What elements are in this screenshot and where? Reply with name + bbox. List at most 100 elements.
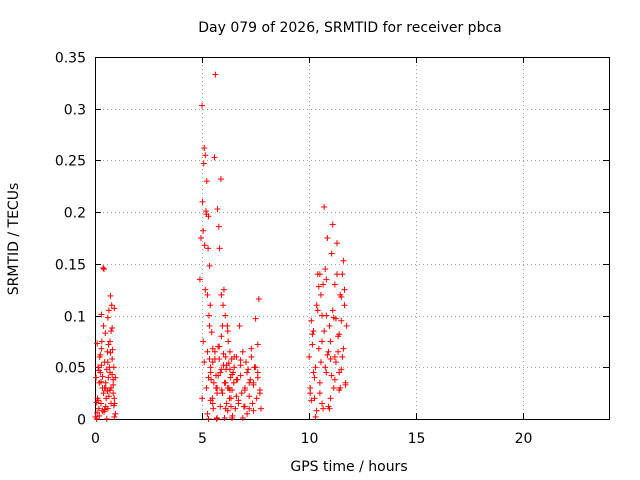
data-point [316, 271, 323, 278]
data-point [328, 372, 335, 379]
x-tick-label: 15 [408, 431, 426, 447]
data-point [199, 198, 206, 205]
data-point [98, 362, 105, 369]
data-point [326, 322, 333, 329]
chart-title: Day 079 of 2026, SRMTID for receiver pbc… [198, 20, 501, 36]
data-point [199, 102, 206, 109]
data-point [97, 351, 104, 358]
data-point [110, 402, 117, 409]
data-point [109, 346, 116, 353]
data-point [246, 379, 253, 386]
data-point [250, 407, 257, 414]
data-point [95, 405, 102, 412]
data-point [241, 387, 248, 394]
data-point [226, 387, 233, 394]
data-point [109, 356, 116, 363]
data-point [206, 322, 213, 329]
data-point [215, 372, 222, 379]
data-point [248, 345, 255, 352]
data-point [93, 374, 100, 381]
data-point [306, 353, 313, 360]
data-point [209, 359, 216, 366]
data-point [324, 351, 331, 358]
data-point [324, 235, 331, 241]
data-point [196, 276, 203, 283]
data-point [316, 390, 323, 397]
data-point [217, 369, 224, 376]
data-point [244, 369, 251, 376]
data-point [320, 405, 327, 412]
data-point [214, 414, 221, 421]
data-point [238, 390, 245, 397]
data-point [211, 356, 218, 363]
data-point [224, 322, 231, 329]
data-point [102, 403, 109, 410]
data-point [343, 322, 350, 329]
data-point [253, 395, 260, 402]
data-point [205, 374, 212, 381]
y-tick-label: 0.1 [64, 310, 86, 326]
data-point [103, 366, 110, 373]
data-point [206, 262, 213, 269]
data-point [95, 367, 102, 374]
data-point [317, 291, 324, 298]
data-point [330, 384, 337, 391]
data-point [325, 348, 332, 355]
data-point [241, 403, 248, 410]
data-point [109, 324, 116, 331]
data-point [202, 286, 209, 293]
data-point [200, 160, 207, 167]
data-point [329, 221, 336, 228]
data-point [254, 369, 261, 376]
data-point [94, 409, 101, 416]
data-point [94, 340, 101, 347]
data-point [203, 178, 210, 185]
data-point [201, 242, 208, 249]
data-point [98, 338, 105, 345]
data-point [340, 345, 347, 352]
data-point [239, 348, 246, 355]
data-point [217, 403, 224, 410]
data-point [310, 328, 317, 335]
data-point [242, 359, 249, 366]
data-point [104, 388, 111, 395]
data-point [100, 390, 107, 397]
data-point [308, 397, 315, 404]
data-point [227, 403, 234, 410]
data-point [246, 393, 253, 400]
data-point [222, 312, 229, 319]
data-point [105, 374, 112, 381]
data-point [112, 410, 119, 417]
data-point [229, 371, 236, 378]
data-point [233, 393, 240, 400]
data-point [205, 416, 212, 422]
data-point [203, 384, 210, 391]
data-point [341, 286, 348, 293]
data-point [311, 395, 318, 402]
data-point [314, 307, 321, 314]
data-point [111, 395, 118, 402]
data-point [211, 348, 218, 355]
data-point [232, 405, 239, 412]
data-point [339, 271, 346, 278]
data-point [99, 373, 106, 380]
data-point [201, 359, 208, 366]
data-point [223, 400, 230, 407]
data-point [227, 374, 234, 381]
data-point [340, 257, 347, 264]
data-point [316, 379, 323, 386]
data-point [110, 381, 117, 388]
data-point [204, 291, 211, 298]
data-point [204, 348, 211, 355]
data-point [217, 176, 224, 183]
data-point [334, 240, 341, 247]
data-point [246, 405, 253, 412]
data-point [338, 293, 345, 300]
data-point [97, 400, 104, 407]
data-point [96, 412, 103, 419]
data-point [342, 381, 349, 388]
data-point [331, 281, 338, 288]
data-point [204, 410, 211, 417]
data-point [201, 145, 208, 152]
data-point [327, 338, 334, 345]
